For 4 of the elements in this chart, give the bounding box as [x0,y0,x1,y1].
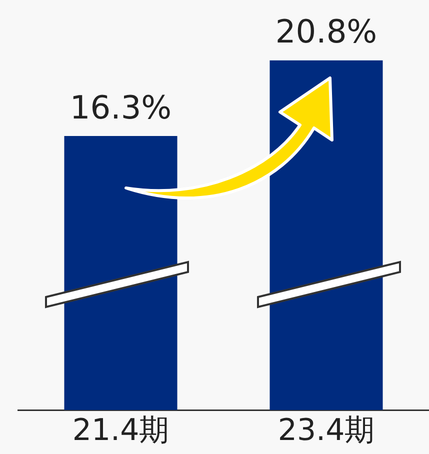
data-label: 20.8% [275,12,378,51]
x-tick-label: 21.4期 [72,412,170,448]
data-label: 16.3% [70,88,172,126]
x-tick-label: 23.4期 [278,412,375,448]
